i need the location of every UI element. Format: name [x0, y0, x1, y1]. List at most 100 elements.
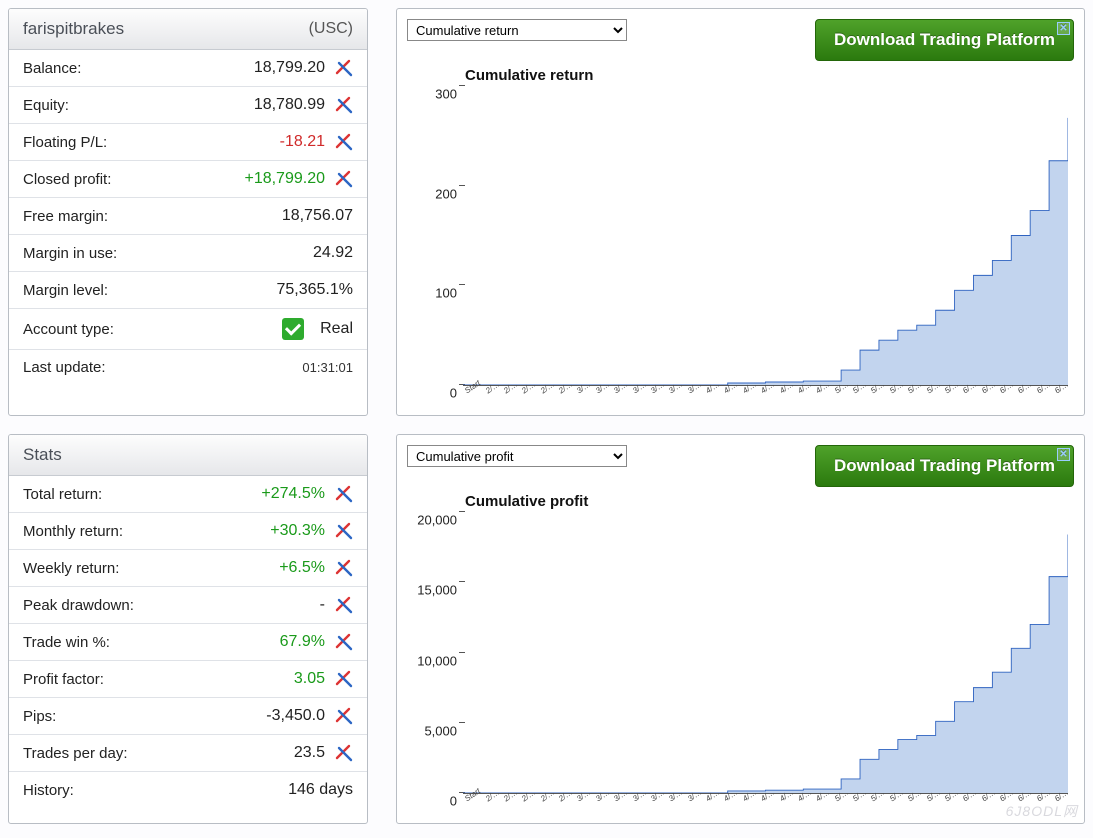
stats-row: Peak drawdown: -: [9, 587, 367, 624]
row-value: 18,756.07: [282, 207, 353, 225]
row-label: Balance:: [23, 60, 81, 77]
row-value-wrap: 23.5: [294, 744, 353, 762]
row-value: Real: [320, 320, 353, 338]
account-row: Margin in use: 24.92: [9, 235, 367, 272]
account-row: Last update: 01:31:01: [9, 350, 367, 385]
stats-row: Profit factor: 3.05: [9, 661, 367, 698]
row-label: Margin in use:: [23, 245, 117, 262]
row-label: Total return:: [23, 486, 102, 503]
ytick-label: 20,000: [407, 513, 457, 528]
chart2-area: 05,00010,00015,00020,000: [463, 512, 1068, 794]
edit-icon[interactable]: [335, 633, 353, 651]
row-value-wrap: -18.21: [280, 133, 353, 151]
ytick-label: 0: [407, 794, 457, 809]
row-value: 24.92: [313, 244, 353, 262]
chart1-type-select[interactable]: Cumulative return: [407, 19, 627, 41]
stats-row: Monthly return: +30.3%: [9, 513, 367, 550]
row-value-wrap: +18,799.20: [244, 170, 353, 188]
row-label: Free margin:: [23, 208, 108, 225]
edit-icon[interactable]: [335, 96, 353, 114]
chart-panel-return: Cumulative return Download Trading Platf…: [396, 8, 1085, 416]
row-value: 146 days: [288, 781, 353, 799]
row-value-wrap: 75,365.1%: [276, 281, 353, 299]
row-value: 18,780.99: [254, 96, 325, 114]
area-chart-svg: [463, 512, 1068, 793]
edit-icon[interactable]: [335, 485, 353, 503]
account-header: farispitbrakes (USC): [9, 9, 367, 50]
chart-panel-profit: Cumulative profit Download Trading Platf…: [396, 434, 1085, 824]
download-platform-button-2[interactable]: Download Trading Platform ✕: [815, 445, 1074, 487]
row-value-wrap: Real: [282, 318, 353, 340]
stats-row: Weekly return:+6.5%: [9, 550, 367, 587]
ad-close-icon-2[interactable]: ✕: [1057, 448, 1070, 461]
edit-icon[interactable]: [335, 559, 353, 577]
row-value-wrap: 3.05: [294, 670, 353, 688]
account-row: Floating P/L: -18.21: [9, 124, 367, 161]
account-row: Balance: 18,799.20: [9, 50, 367, 87]
row-label: Equity:: [23, 97, 69, 114]
row-value: 75,365.1%: [276, 281, 353, 299]
stats-row: Total return: +274.5%: [9, 476, 367, 513]
row-value-wrap: +30.3%: [270, 522, 353, 540]
row-value: -3,450.0: [266, 707, 325, 725]
ytick-label: 0: [407, 386, 457, 401]
row-label: Trade win %:: [23, 634, 110, 651]
row-value-wrap: -: [320, 596, 353, 614]
stats-row: Trades per day:23.5: [9, 735, 367, 772]
row-value: 01:31:01: [302, 360, 353, 375]
row-value: 67.9%: [280, 633, 325, 651]
edit-icon[interactable]: [335, 522, 353, 540]
edit-icon[interactable]: [335, 707, 353, 725]
row-label: Floating P/L:: [23, 134, 107, 151]
edit-icon[interactable]: [335, 596, 353, 614]
chart2-title: Cumulative profit: [465, 493, 1074, 510]
row-value-wrap: -3,450.0: [266, 707, 353, 725]
chart2-type-select[interactable]: Cumulative profit: [407, 445, 627, 467]
area-chart-svg: [463, 86, 1068, 385]
row-label: Monthly return:: [23, 523, 123, 540]
chart1-title: Cumulative return: [465, 67, 1074, 84]
row-value-wrap: 24.92: [313, 244, 353, 262]
row-label: Last update:: [23, 359, 106, 376]
watermark: 6J8ODL网: [1006, 801, 1078, 821]
row-value: +274.5%: [261, 485, 325, 503]
edit-icon[interactable]: [335, 170, 353, 188]
row-value: +6.5%: [279, 559, 325, 577]
ytick-label: 15,000: [407, 583, 457, 598]
ytick-label: 300: [407, 87, 457, 102]
account-row: Margin level: 75,365.1%: [9, 272, 367, 309]
row-value-wrap: 67.9%: [280, 633, 353, 651]
edit-icon[interactable]: [335, 59, 353, 77]
stats-header: Stats: [9, 435, 367, 476]
chart2-xlabels: Start2/…2/…2/…2/…2/…3/…3/…3/…3/…3/…3/…3/…: [463, 794, 1068, 805]
ytick-label: 10,000: [407, 653, 457, 668]
row-label: Margin level:: [23, 282, 108, 299]
row-value: +18,799.20: [244, 170, 325, 188]
edit-icon[interactable]: [335, 133, 353, 151]
download-platform-button[interactable]: Download Trading Platform ✕: [815, 19, 1074, 61]
row-label: Account type:: [23, 321, 114, 338]
row-value: 3.05: [294, 670, 325, 688]
account-name: farispitbrakes: [23, 19, 124, 39]
account-row: Equity: 18,780.99: [9, 87, 367, 124]
row-label: Peak drawdown:: [23, 597, 134, 614]
row-label: History:: [23, 782, 74, 799]
account-row: Account type: Real: [9, 309, 367, 350]
ad-close-icon[interactable]: ✕: [1057, 22, 1070, 35]
row-value: 23.5: [294, 744, 325, 762]
account-row: Free margin: 18,756.07: [9, 198, 367, 235]
stats-panel: Stats Total return: +274.5% Monthly return…: [8, 434, 368, 824]
row-label: Profit factor:: [23, 671, 104, 688]
stats-row: Pips:-3,450.0: [9, 698, 367, 735]
edit-icon[interactable]: [335, 670, 353, 688]
stats-row: Trade win %: 67.9%: [9, 624, 367, 661]
row-value: 18,799.20: [254, 59, 325, 77]
row-value-wrap: 18,799.20: [254, 59, 353, 77]
row-value-wrap: +274.5%: [261, 485, 353, 503]
ytick-label: 100: [407, 286, 457, 301]
row-label: Closed profit:: [23, 171, 111, 188]
edit-icon[interactable]: [335, 744, 353, 762]
check-icon: [282, 318, 304, 340]
ytick-label: 5,000: [407, 723, 457, 738]
stats-row: History: 146 days: [9, 772, 367, 808]
